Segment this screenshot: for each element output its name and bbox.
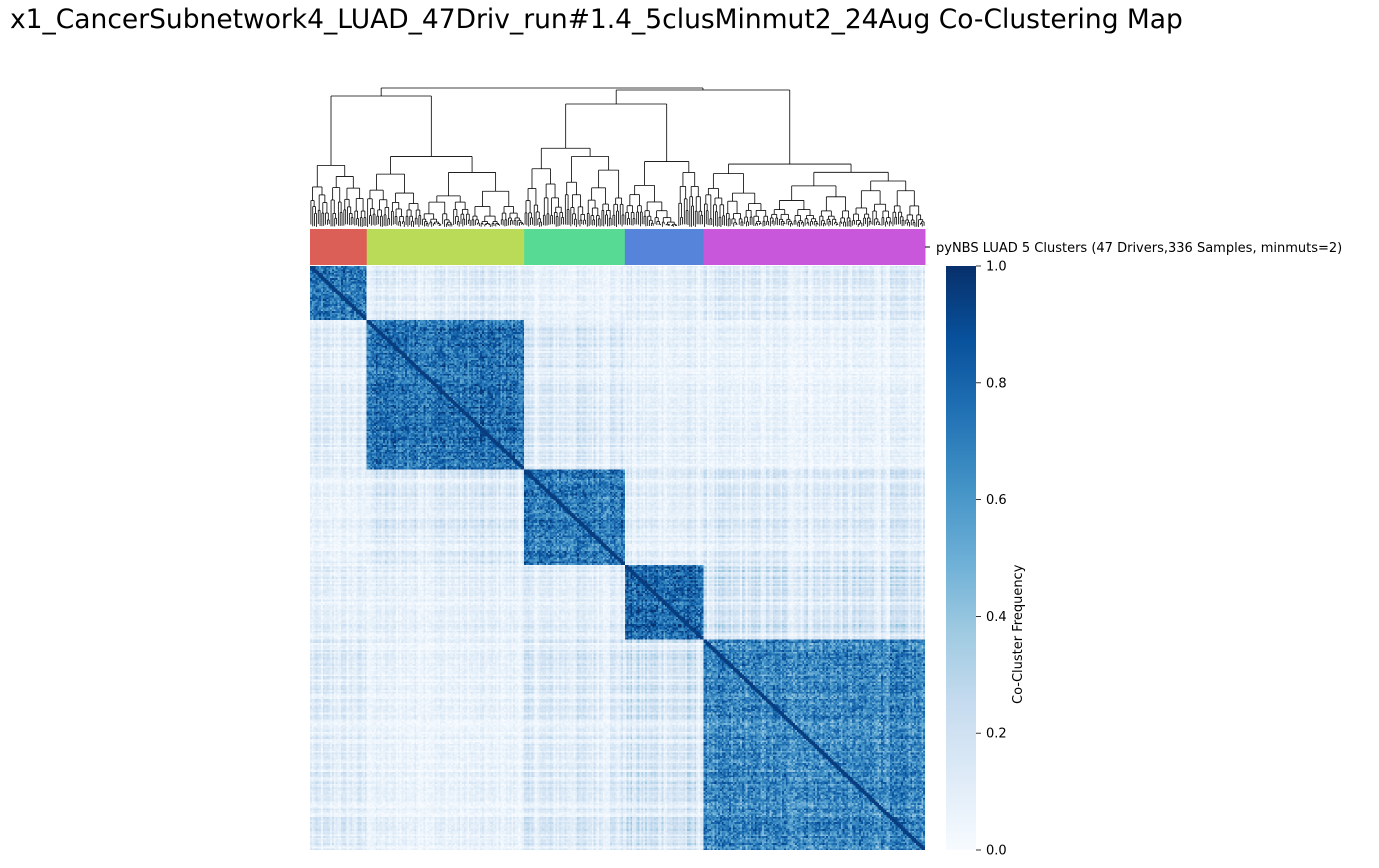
colorbar-tick-label: 0.4 [986,610,1007,625]
cluster-bar-segment-5 [703,229,926,265]
cluster-color-bar [310,229,926,265]
cluster-color-bar-label: pyNBS LUAD 5 Clusters (47 Drivers,336 Sa… [936,241,1342,256]
colorbar-label: Co-Cluster Frequency [1011,564,1026,704]
colorbar-ticks: 0.0 0.2 0.4 0.6 0.8 1.0 [976,260,1007,859]
colorbar-tick-label: 0.2 [986,727,1007,742]
heatmap-cells [310,266,925,850]
cluster-bar-segment-1 [310,229,368,265]
colorbar-gradient [946,266,976,850]
colorbar-tick-label: 0.6 [986,493,1007,508]
cluster-bar-segment-2 [366,229,525,265]
colorbar-tick-label: 1.0 [986,260,1007,275]
colorbar-tick-label: 0.8 [986,376,1007,391]
chart-title: x1_CancerSubnetwork4_LUAD_47Driv_run#1.4… [10,4,1183,35]
cluster-bar-segment-3 [524,229,626,265]
colorbar: 0.0 0.2 0.4 0.6 0.8 1.0 [946,260,1007,859]
co-clustering-heatmap [310,266,925,850]
colorbar-tick-label: 0.0 [986,844,1007,859]
column-dendrogram [310,87,925,227]
cluster-bar-segment-4 [624,229,705,265]
